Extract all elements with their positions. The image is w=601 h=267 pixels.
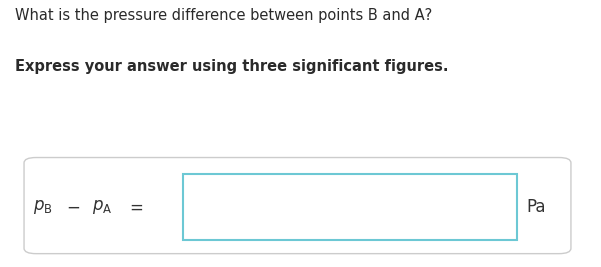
FancyBboxPatch shape [183, 174, 517, 240]
Text: $-$: $-$ [66, 198, 81, 216]
Text: $=$: $=$ [126, 198, 144, 216]
FancyBboxPatch shape [24, 158, 571, 254]
Text: $p_{\rm B}$: $p_{\rm B}$ [33, 198, 53, 216]
Text: Express your answer using three significant figures.: Express your answer using three signific… [15, 59, 448, 74]
Text: Pa: Pa [526, 198, 545, 216]
Text: What is the pressure difference between points B and A?: What is the pressure difference between … [15, 8, 432, 23]
Text: $p_{\rm A}$: $p_{\rm A}$ [92, 198, 112, 216]
